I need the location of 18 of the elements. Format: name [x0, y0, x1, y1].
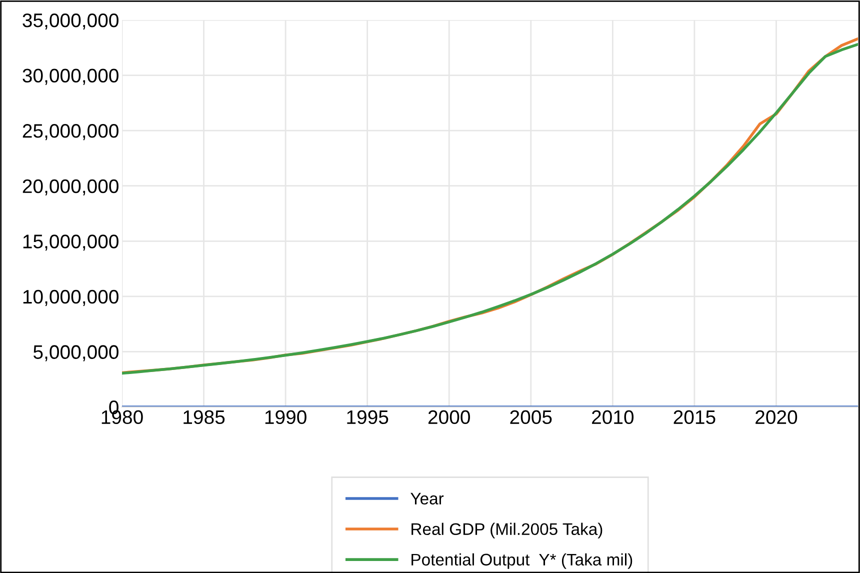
x-tick-label: 1995 [347, 410, 388, 424]
legend-label: Year [410, 492, 444, 504]
y-tick-label: 20,000,000 [22, 179, 118, 196]
x-tick-label: 2005 [510, 410, 552, 424]
x-tick-label: 2020 [756, 410, 798, 424]
x-tick-label: 1985 [184, 410, 225, 424]
legend-label: Real GDP (Mil.2005 Taka) [412, 522, 602, 538]
y-tick-label: 5,000,000 [34, 345, 118, 362]
y-tick-label: 30,000,000 [22, 68, 118, 85]
y-tick-label: 35,000,000 [22, 13, 118, 30]
x-tick-label: 1990 [265, 410, 306, 424]
x-tick-label: 2000 [428, 410, 470, 424]
y-tick-label: 15,000,000 [23, 234, 118, 251]
y-tick-label: 10,000,000 [23, 290, 118, 306]
x-tick-label: 2010 [592, 410, 634, 424]
x-tick-label: 2015 [674, 410, 716, 424]
y-tick-label: 25,000,000 [22, 124, 118, 140]
legend-label: Potential Output Y* (Taka mil) [412, 553, 632, 569]
